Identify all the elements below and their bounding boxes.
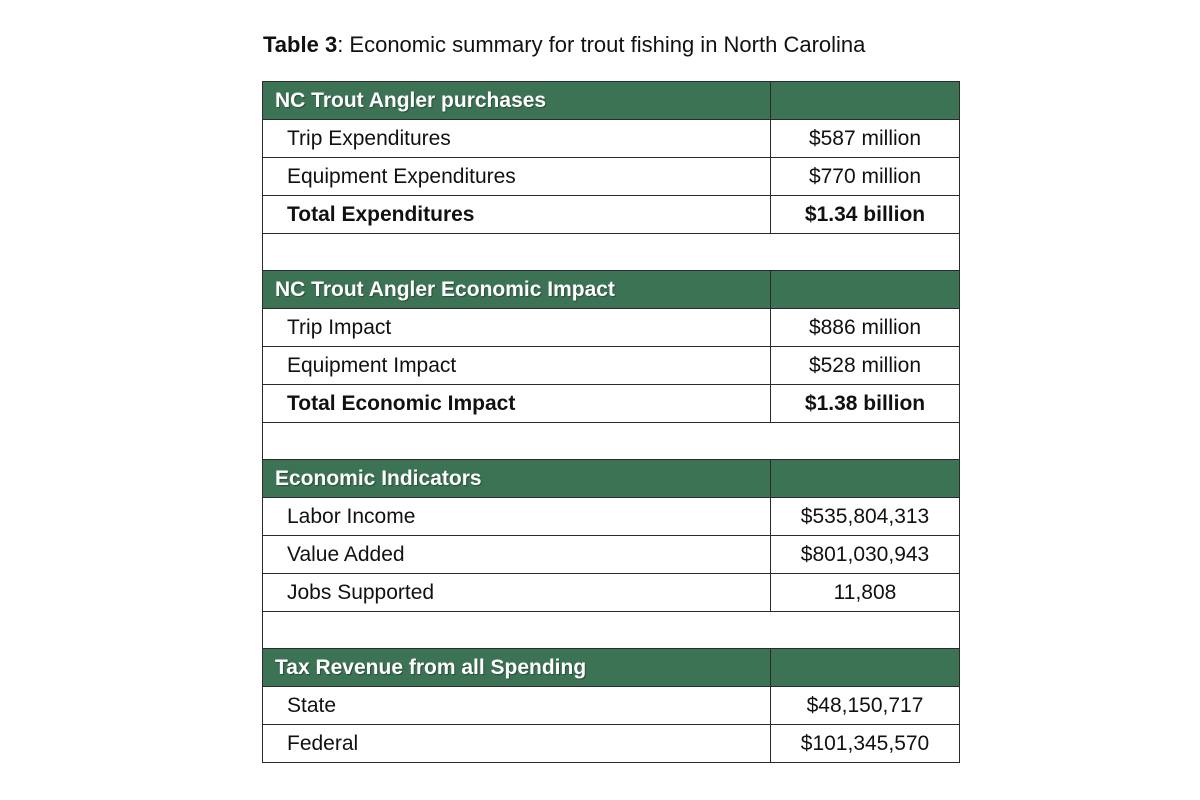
economic-summary-table: NC Trout Angler purchases Trip Expenditu… — [262, 81, 960, 763]
total-label: Total Economic Impact — [262, 384, 771, 423]
spacer-cell — [262, 422, 960, 460]
section-header-empty-cell — [770, 459, 960, 498]
section-header-tax-revenue: Tax Revenue from all Spending — [262, 648, 771, 687]
row-label: Equipment Expenditures — [262, 157, 771, 196]
section-header-row: NC Trout Angler Economic Impact — [262, 270, 960, 309]
row-label: Trip Impact — [262, 308, 771, 347]
section-header-row: Economic Indicators — [262, 459, 960, 498]
row-label: State — [262, 686, 771, 725]
row-value: $528 million — [770, 346, 960, 385]
total-value: $1.38 billion — [770, 384, 960, 423]
section-header-purchases: NC Trout Angler purchases — [262, 81, 771, 120]
section-header-row: NC Trout Angler purchases — [262, 81, 960, 120]
row-value: $770 million — [770, 157, 960, 196]
total-row: Total Economic Impact $1.38 billion — [262, 384, 960, 423]
spacer-row — [262, 611, 960, 649]
row-value: $101,345,570 — [770, 724, 960, 763]
row-label: Value Added — [262, 535, 771, 574]
section-header-empty-cell — [770, 81, 960, 120]
total-row: Total Expenditures $1.34 billion — [262, 195, 960, 234]
table-row: Equipment Expenditures $770 million — [262, 157, 960, 196]
table-row: Labor Income $535,804,313 — [262, 497, 960, 536]
row-value: 11,808 — [770, 573, 960, 612]
summary-table: NC Trout Angler purchases Trip Expenditu… — [262, 81, 960, 763]
table-row: Federal $101,345,570 — [262, 724, 960, 763]
row-value: $886 million — [770, 308, 960, 347]
table-row: Trip Impact $886 million — [262, 308, 960, 347]
row-value: $587 million — [770, 119, 960, 158]
caption-label: Table 3 — [263, 32, 338, 57]
row-label: Trip Expenditures — [262, 119, 771, 158]
row-label: Jobs Supported — [262, 573, 771, 612]
section-header-economic-impact: NC Trout Angler Economic Impact — [262, 270, 771, 309]
table-row: Equipment Impact $528 million — [262, 346, 960, 385]
spacer-row — [262, 233, 960, 271]
spacer-row — [262, 422, 960, 460]
total-value: $1.34 billion — [770, 195, 960, 234]
row-label: Equipment Impact — [262, 346, 771, 385]
row-value: $535,804,313 — [770, 497, 960, 536]
table-caption: Table 3: Economic summary for trout fish… — [263, 31, 865, 59]
section-header-empty-cell — [770, 648, 960, 687]
section-header-empty-cell — [770, 270, 960, 309]
caption-text: : Economic summary for trout fishing in … — [337, 32, 866, 57]
spacer-cell — [262, 611, 960, 649]
table-row: State $48,150,717 — [262, 686, 960, 725]
row-label: Federal — [262, 724, 771, 763]
total-label: Total Expenditures — [262, 195, 771, 234]
row-value: $801,030,943 — [770, 535, 960, 574]
section-header-row: Tax Revenue from all Spending — [262, 648, 960, 687]
section-header-economic-indicators: Economic Indicators — [262, 459, 771, 498]
row-value: $48,150,717 — [770, 686, 960, 725]
table-row: Trip Expenditures $587 million — [262, 119, 960, 158]
spacer-cell — [262, 233, 960, 271]
table-row: Value Added $801,030,943 — [262, 535, 960, 574]
row-label: Labor Income — [262, 497, 771, 536]
table-row: Jobs Supported 11,808 — [262, 573, 960, 612]
